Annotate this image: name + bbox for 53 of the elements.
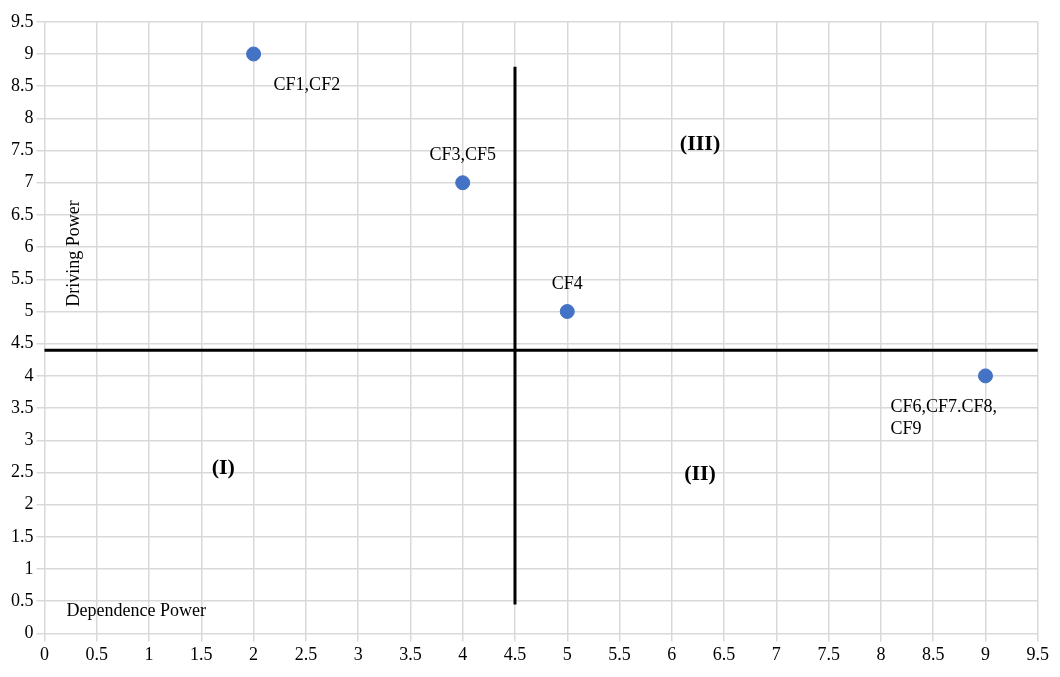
y-tick-label: 3.5	[11, 396, 34, 417]
y-tick-label: 7.5	[11, 139, 34, 160]
point	[246, 46, 262, 62]
y-tick-label: 3	[24, 429, 34, 449]
y-tick-label: 9	[24, 42, 34, 63]
x-tick-label: 4.5	[503, 643, 527, 664]
y-tick-label: 4.5	[11, 332, 34, 353]
y-tick-label: 2	[24, 493, 34, 514]
y-tick-label: 1.5	[11, 525, 34, 546]
annotation: CF1,CF2	[273, 73, 341, 94]
annotation: (III)	[679, 129, 721, 155]
x-tick-label: 3.5	[399, 643, 422, 664]
annotation: CF3,CF5	[429, 144, 496, 165]
x-tick-label: 1	[144, 643, 154, 664]
y-tick-label: 9.5	[11, 10, 34, 31]
y-tick-label: 0	[24, 622, 34, 643]
x-tick-label: 2.5	[294, 643, 318, 664]
annotation: (II)	[684, 460, 716, 486]
point	[977, 368, 993, 384]
x-tick-label: 7.5	[817, 643, 840, 664]
y-tick-label: 4	[24, 364, 34, 385]
y-tick-label: 1	[24, 557, 34, 578]
x-tick-label: 5.5	[608, 643, 631, 664]
x-tick-label: 6.5	[712, 643, 736, 664]
x-tick-label: 0.5	[85, 643, 109, 664]
y-tick-label: 6	[24, 235, 34, 256]
x-tick-label: 9	[980, 643, 990, 664]
x-tick-label: 8.5	[921, 643, 945, 664]
x-tick-label: 2	[249, 643, 259, 664]
y-tick-label: 2.5	[11, 461, 34, 482]
y-tick-label: 5.5	[11, 268, 34, 289]
x-tick-label: 0	[40, 643, 49, 664]
point	[559, 304, 575, 320]
y-axis-title: Driving Power	[63, 200, 84, 307]
y-tick-label: 8.5	[11, 74, 34, 95]
point	[455, 175, 471, 191]
x-tick-label: 5	[562, 643, 572, 664]
x-tick-label: 4	[458, 643, 468, 664]
y-tick-label: 0.5	[11, 589, 34, 610]
x-tick-label: 8	[876, 643, 886, 664]
y-tick-label: 7	[24, 171, 34, 192]
annotation: (I)	[211, 453, 235, 479]
y-tick-label: 6.5	[11, 203, 34, 224]
annotation: CF6,CF7.CF8, CF9	[890, 395, 998, 438]
x-tick-label: 6	[667, 643, 677, 664]
x-tick-label: 3	[353, 643, 363, 664]
x-tick-label: 9.5	[1026, 643, 1049, 664]
y-tick-label: 5	[24, 300, 34, 321]
y-tick-label: 8	[24, 107, 34, 128]
x-tick-label: 1.5	[190, 643, 213, 664]
x-axis-title: Dependence Power	[66, 600, 206, 621]
x-tick-label: 7	[771, 643, 781, 664]
annotation: CF4	[551, 273, 583, 294]
